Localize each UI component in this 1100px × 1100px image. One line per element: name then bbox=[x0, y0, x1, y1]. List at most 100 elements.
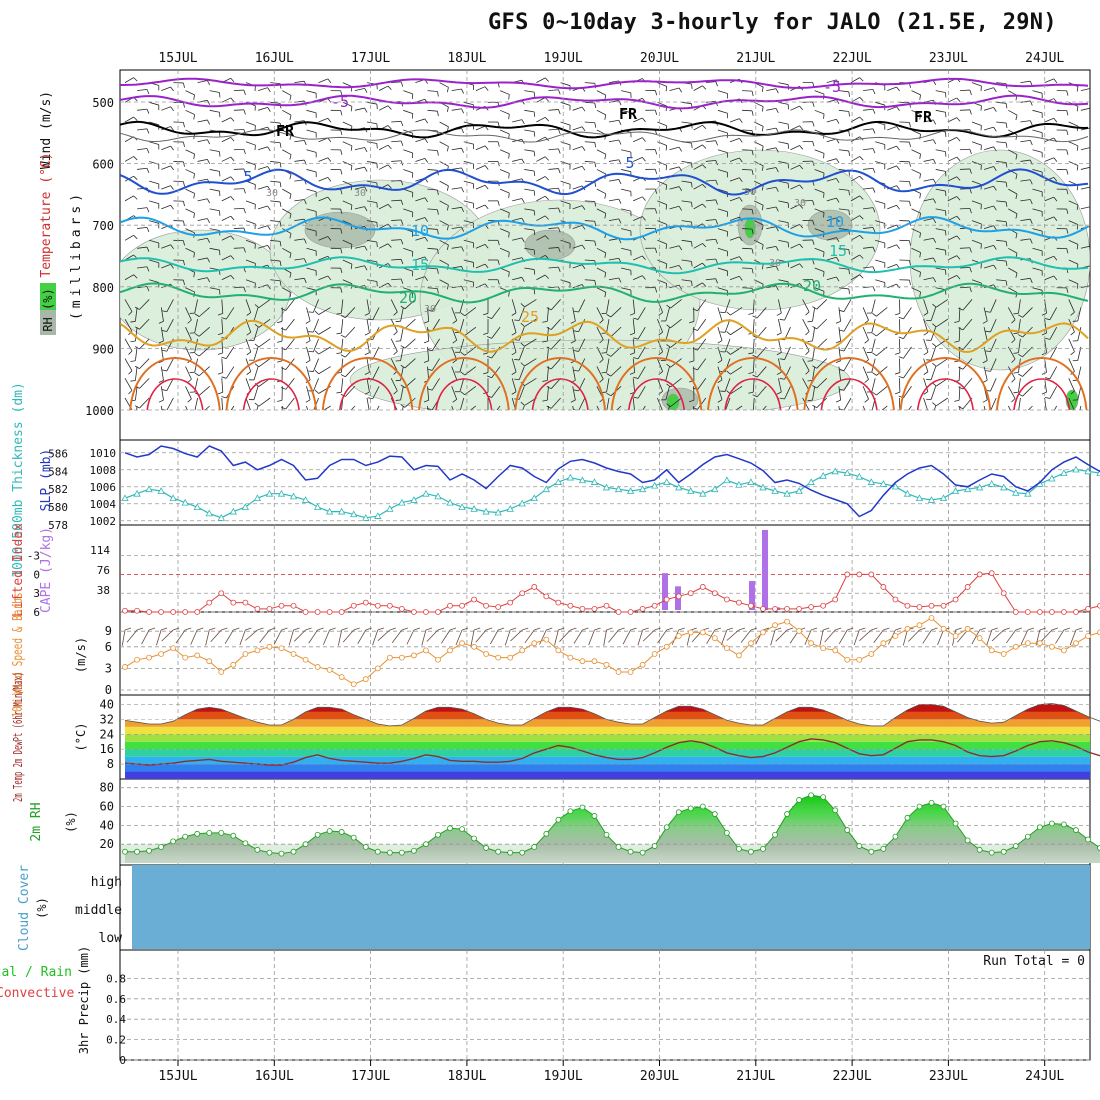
upper-wind-barb-flag bbox=[896, 283, 900, 289]
upper-wind-barb bbox=[729, 137, 740, 143]
upper-wind-barb bbox=[524, 338, 537, 347]
upper-wind-barb-flag bbox=[207, 238, 211, 243]
upper-wind-barb-flag bbox=[654, 149, 658, 155]
upper-wind-barb bbox=[632, 397, 635, 410]
upper-wind-barb-flag bbox=[254, 323, 260, 328]
rh2m-line-marker bbox=[543, 830, 550, 837]
wind10m-line-marker bbox=[711, 635, 718, 642]
temp-band bbox=[125, 703, 1090, 705]
upper-wind-barb bbox=[197, 178, 208, 182]
upper-wind-barb-flag bbox=[424, 217, 429, 222]
wind10m-barb-flag bbox=[738, 627, 746, 631]
rh2m-line-marker bbox=[410, 847, 417, 854]
lifted-index-line-marker bbox=[170, 609, 177, 615]
upper-wind-barb bbox=[285, 299, 295, 311]
upper-wind-barb-flag bbox=[812, 404, 817, 409]
upper-wind-barb bbox=[838, 327, 842, 342]
thickness-line-marker bbox=[1084, 467, 1092, 475]
upper-wind-barb bbox=[225, 307, 235, 320]
upper-wind-barb bbox=[983, 205, 994, 210]
temp-contour bbox=[120, 256, 1089, 275]
upper-wind-barb bbox=[137, 266, 148, 269]
upper-wind-barb bbox=[875, 220, 885, 224]
upper-wind-barb bbox=[935, 299, 949, 308]
upper-wind-barb-flag bbox=[932, 303, 937, 308]
upper-wind-barb-flag bbox=[872, 352, 877, 356]
upper-wind-barb-flag bbox=[303, 140, 307, 146]
upper-wind-barb bbox=[340, 358, 344, 373]
upper-wind-barb bbox=[693, 144, 703, 151]
upper-wind-barb bbox=[491, 366, 501, 378]
upper-wind-barb-flag bbox=[146, 128, 150, 134]
upper-wind-barb bbox=[149, 141, 159, 145]
upper-wind-barb-flag bbox=[1015, 233, 1018, 239]
upper-wind-barb-flag bbox=[327, 236, 332, 241]
upper-wind-barb-flag bbox=[1005, 123, 1008, 129]
upper-wind-barb bbox=[908, 405, 912, 410]
lifted-index-line-marker bbox=[194, 609, 201, 615]
upper-wind-barb bbox=[778, 378, 782, 393]
upper-wind-barb bbox=[947, 274, 957, 281]
upper-wind-barb bbox=[318, 255, 329, 261]
upper-wind-barb-flag bbox=[437, 91, 439, 97]
upper-wind-barb-flag bbox=[993, 146, 997, 152]
upper-wind-barb-flag bbox=[665, 283, 668, 289]
upper-wind-barb bbox=[340, 319, 344, 334]
upper-wind-barb bbox=[294, 238, 305, 241]
li-ytick: -3 bbox=[27, 550, 40, 563]
upper-wind-barb bbox=[160, 386, 164, 401]
wind10m-barb-flag bbox=[883, 627, 890, 631]
upper-wind-barb-flag bbox=[751, 268, 754, 274]
upper-wind-barb-flag bbox=[340, 334, 346, 338]
upper-wind-barb bbox=[139, 378, 150, 389]
upper-wind-barb bbox=[518, 346, 525, 361]
thickness-line-marker bbox=[518, 499, 526, 507]
upper-wind-barb-flag bbox=[919, 193, 921, 199]
upper-ytick: 600 bbox=[92, 158, 114, 172]
wind10m-barb-flag bbox=[774, 627, 782, 631]
upper-wind-barb-flag bbox=[340, 248, 343, 254]
rh2m-line-marker bbox=[916, 803, 923, 810]
upper-wind-barb bbox=[724, 338, 731, 353]
upper-wind-barb-flag bbox=[848, 150, 850, 156]
upper-wind-barb-flag bbox=[1091, 187, 1093, 191]
upper-wind-barb-flag bbox=[739, 256, 743, 261]
upper-wind-barb bbox=[560, 161, 571, 165]
upper-wind-barb-flag bbox=[393, 390, 398, 395]
wind10m-line-marker bbox=[302, 656, 309, 663]
upper-wind-barb-flag bbox=[1041, 352, 1047, 356]
wind10m-barb bbox=[524, 629, 535, 644]
upper-wind-barb bbox=[536, 195, 546, 202]
lifted-index-line-marker bbox=[302, 609, 309, 615]
upper-wind-barb bbox=[306, 208, 317, 212]
upper-wind-barb-flag bbox=[848, 249, 850, 255]
upper-wind-barb bbox=[1007, 405, 1011, 410]
rh2m-line-marker bbox=[507, 849, 514, 856]
thickness-line-marker bbox=[927, 496, 936, 503]
lifted-index-line-marker bbox=[639, 605, 646, 612]
upper-wind-barb bbox=[1008, 129, 1018, 136]
upper-wind-barb bbox=[983, 107, 994, 111]
upper-wind-barb-flag bbox=[1091, 246, 1093, 250]
upper-wind-barb bbox=[137, 88, 148, 91]
contour-label: 15 bbox=[411, 256, 429, 274]
upper-wind-barb-flag bbox=[314, 330, 319, 335]
upper-wind-barb bbox=[194, 319, 198, 333]
upper-wind-barb bbox=[705, 219, 716, 221]
upper-wind-barb bbox=[996, 161, 1007, 163]
rh2m-area bbox=[125, 795, 1100, 863]
rh2m-line-marker bbox=[471, 835, 477, 842]
upper-wind-barb-flag bbox=[633, 376, 639, 379]
wind10m-barb bbox=[775, 629, 788, 642]
upper-wind-barb-flag bbox=[546, 326, 552, 330]
upper-wind-barb bbox=[372, 346, 380, 360]
upper-wind-barb bbox=[862, 366, 869, 380]
rh2m-line-marker bbox=[519, 849, 526, 856]
upper-wind-barb bbox=[863, 266, 874, 269]
upper-wind-barb bbox=[923, 198, 934, 202]
lifted-index-line-marker bbox=[784, 605, 790, 612]
upper-wind-barb bbox=[1020, 238, 1031, 241]
upper-wind-barb-flag bbox=[691, 143, 693, 149]
upper-wind-barb bbox=[366, 279, 377, 282]
upper-wind-barb bbox=[548, 148, 559, 151]
